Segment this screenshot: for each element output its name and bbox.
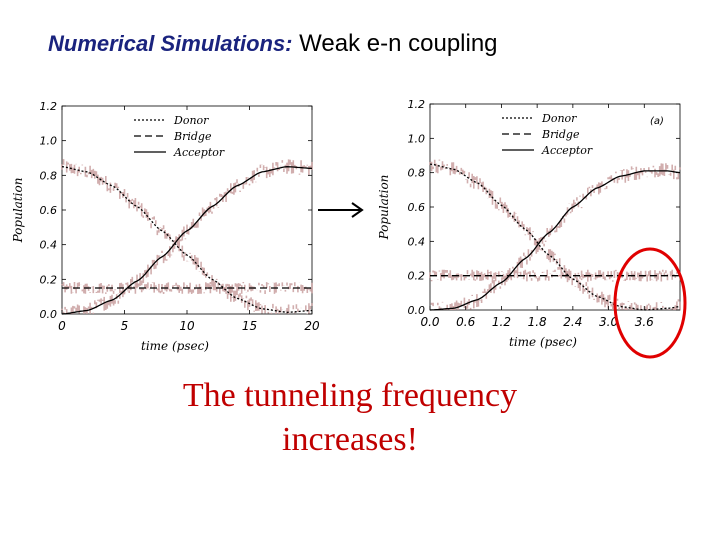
x-axis-label: time (psec) [509,335,577,349]
slide-title-lead: Numerical Simulations: [48,31,293,56]
y-tick-label: 0.0 [40,308,58,321]
series-line-donor [61,166,313,313]
legend-label-acceptor: Acceptor [541,144,593,157]
slide-title: Numerical Simulations: Weak e-n coupling [48,30,498,58]
legend-label-donor: Donor [541,112,577,125]
series-line-donor [429,163,681,311]
highlight-ellipse [613,247,687,359]
arrow-head [351,202,364,218]
x-tick-label: 1.8 [528,315,547,329]
legend-label-acceptor: Acceptor [173,146,225,159]
y-tick-label: 1.0 [40,135,58,148]
x-tick-label: 5 [121,319,129,333]
y-tick-label: 0.8 [40,169,58,182]
series-line-acceptor [61,166,313,315]
x-tick-label: 0 [58,319,66,333]
right-arrow-icon [318,202,364,218]
slide-title-rest: Weak e-n coupling [292,30,498,57]
x-tick-label: 1.2 [492,315,511,329]
y-tick-label: 0.4 [40,239,58,252]
noise-band-acceptor [430,163,681,310]
legend-label-donor: Donor [173,114,209,127]
y-axis-label: Population [377,175,391,241]
x-tick-label: 10 [179,319,195,333]
y-tick-label: 0.4 [408,235,426,248]
y-tick-label: 0.8 [408,167,426,180]
x-tick-label: 0.6 [456,315,475,329]
chart-panel-1: 0.0 0.2 0.4 0.6 0.8 1.0 1.2 0 5 10 15 20 time (psec)… [11,100,320,353]
y-tick-label: 1.2 [40,100,58,113]
y-tick-label: 0.2 [40,273,58,286]
y-axis-label: Population [11,178,25,244]
y-tick-label: 1.2 [408,98,426,111]
caption-line-2: increases! [282,421,418,458]
y-tick-label: 0.2 [408,270,426,283]
x-tick-label: 3.0 [599,315,618,329]
x-tick-label: 20 [304,319,320,333]
chart-panel-2: 0.0 0.2 0.4 0.6 0.8 1.0 1.2 0.0 0.6 1.2 1.8 2.4 3.0 3… [377,98,681,349]
x-tick-label: 0.0 [420,315,439,329]
x-tick-label: 2.4 [563,315,582,329]
y-tick-label: 0.6 [408,201,426,214]
caption: The tunneling frequency increases! [130,374,570,462]
x-tick-label: 3.6 [635,315,654,329]
caption-line-1: The tunneling frequency [182,377,518,414]
y-tick-label: 0.0 [408,304,426,317]
y-tick-label: 0.6 [40,204,58,217]
x-axis-label: time (psec) [141,339,209,353]
series-line-acceptor [429,170,681,311]
panel-label: (a) [650,116,664,127]
x-tick-label: 15 [242,319,257,333]
plot-frame [61,105,313,315]
y-tick-label: 1.0 [408,132,426,145]
legend-label-bridge: Bridge [541,128,580,141]
legend-label-bridge: Bridge [173,130,212,143]
